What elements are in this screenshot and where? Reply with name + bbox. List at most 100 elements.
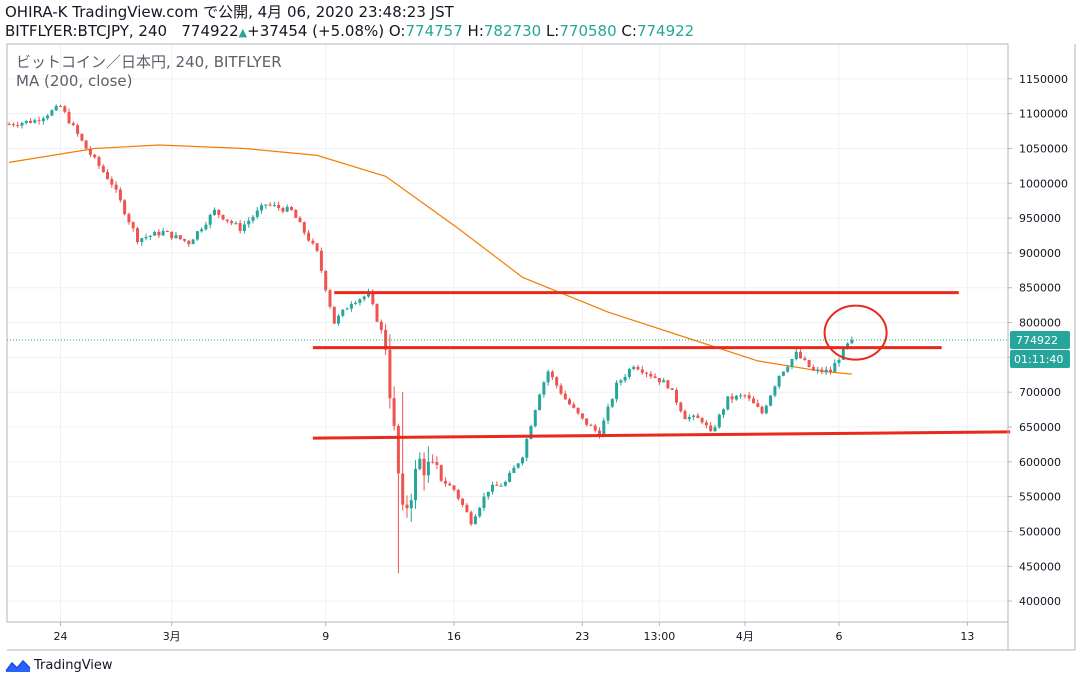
candle-body <box>533 410 537 427</box>
candle-body <box>816 369 820 371</box>
symbol-quote-line: BITFLYER:BTCJPY, 240 774922▲+37454 (+5.0… <box>5 22 1075 42</box>
candle-body <box>444 480 447 484</box>
candle-body <box>687 417 691 420</box>
candle-body <box>148 235 152 237</box>
candle-body <box>495 484 499 486</box>
candle-body <box>598 430 601 437</box>
candle-body <box>195 231 199 240</box>
tradingview-brand: TradingView <box>34 658 113 673</box>
last-price-text: 774922 <box>1016 334 1058 347</box>
candle-body <box>692 415 696 417</box>
candle-body <box>144 236 148 239</box>
candle-body <box>50 110 54 116</box>
candle-body <box>165 231 169 232</box>
axes-frame <box>6 43 1076 651</box>
candle-body <box>730 396 734 400</box>
candle-body <box>362 296 366 300</box>
candle-body <box>311 240 315 244</box>
tradingview-logo[interactable]: TradingView <box>5 658 113 673</box>
close-value: 774922 <box>636 22 695 40</box>
candle-body <box>161 231 165 236</box>
candle-body <box>636 366 640 370</box>
up-arrow-icon: ▲ <box>238 26 248 39</box>
candle-body <box>418 458 422 469</box>
candle-body <box>71 123 75 126</box>
candle-body <box>756 403 760 407</box>
candle-body <box>704 422 708 426</box>
candle-body <box>127 214 131 223</box>
candle-body <box>452 485 456 490</box>
candle-body <box>576 407 580 414</box>
candle-body <box>461 498 465 505</box>
candle-body <box>585 418 589 425</box>
candle-body <box>610 399 614 407</box>
candle-body <box>773 386 777 396</box>
x-tick-label: 3月 <box>163 630 181 643</box>
candle-body <box>16 125 20 127</box>
chart-header: OHIRA-K TradingView.com で公開, 4月 06, 2020… <box>5 3 1075 42</box>
annotations <box>312 291 1011 440</box>
y-tick-label: 550000 <box>1019 491 1061 504</box>
x-tick-label: 23 <box>575 630 589 643</box>
candle-body <box>414 469 417 501</box>
last-price-tag <box>1010 331 1070 350</box>
candle-body <box>84 140 88 149</box>
candle-body <box>238 223 242 231</box>
candle-body <box>431 461 435 463</box>
candle-body <box>349 304 353 309</box>
plot-border <box>6 43 1009 623</box>
candle-body <box>401 473 405 505</box>
candle-body <box>764 405 768 414</box>
candle-body <box>204 224 208 230</box>
candle-body <box>662 380 666 383</box>
x-tick-label: 4月 <box>736 630 754 643</box>
candle-body <box>521 457 524 464</box>
time-axis[interactable]: 24 3月 9 16 23 13:00 4月 6 13 <box>53 622 974 643</box>
candle-body <box>739 395 743 397</box>
candle-body <box>675 389 678 403</box>
candle-body <box>315 243 319 251</box>
candle-body <box>379 321 383 330</box>
candle-body <box>307 232 311 241</box>
y-tick-label: 650000 <box>1019 421 1061 434</box>
candle-body <box>529 426 533 439</box>
candle-body <box>221 214 225 220</box>
candle-body <box>439 464 443 481</box>
candle-body <box>572 404 576 408</box>
candle-body <box>683 411 687 420</box>
candle-body <box>260 205 263 211</box>
candle-body <box>80 133 84 141</box>
y-tick-label: 850000 <box>1019 282 1061 295</box>
candle-body <box>354 302 358 304</box>
candle-body <box>713 427 717 431</box>
candle-body <box>799 351 802 359</box>
candle-body <box>752 398 755 404</box>
candle-body <box>131 222 135 229</box>
grid <box>7 44 1008 622</box>
candle-body <box>657 378 661 383</box>
x-tick-label: 13 <box>960 630 974 643</box>
candle-body <box>153 231 157 236</box>
candle-body <box>76 125 80 134</box>
symbol-label: BITFLYER:BTCJPY, 240 <box>5 22 168 40</box>
y-tick-label: 800000 <box>1019 317 1061 330</box>
candle-body <box>482 496 486 508</box>
candle-body <box>803 358 807 360</box>
candle-body <box>559 385 563 394</box>
candle-body <box>649 373 653 377</box>
candle-body <box>623 376 627 381</box>
candle-body <box>114 184 118 190</box>
candle-body <box>666 380 670 389</box>
candle-body <box>140 238 144 243</box>
candle-body <box>503 481 507 486</box>
candle-body <box>46 115 50 119</box>
candle-body <box>632 366 636 369</box>
ma-line <box>9 144 852 375</box>
candle-body <box>396 425 400 474</box>
candle-body <box>328 290 332 307</box>
candle-body <box>499 485 503 487</box>
candle-body <box>850 340 854 344</box>
low-value: 770580 <box>559 22 617 40</box>
candle-body <box>478 507 482 517</box>
